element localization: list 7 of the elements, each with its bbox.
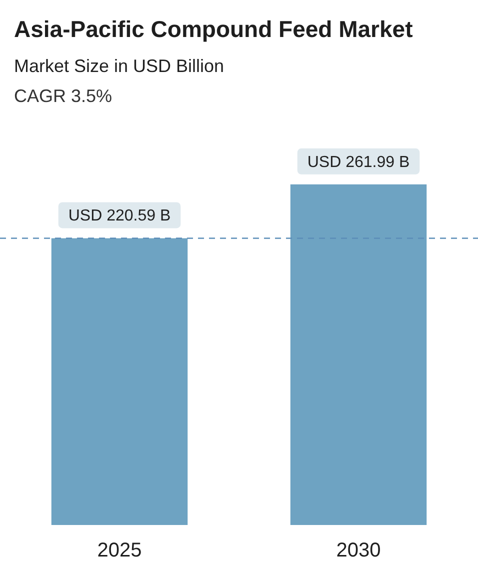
data-label: USD 220.59 B bbox=[68, 208, 171, 225]
x-tick-label: 2025 bbox=[97, 540, 142, 562]
x-tick-label: 2030 bbox=[336, 540, 381, 562]
chart-title: Asia-Pacific Compound Feed Market bbox=[14, 16, 413, 43]
chart-subtitle: Market Size in USD Billion bbox=[14, 56, 224, 77]
data-label: USD 261.99 B bbox=[307, 154, 410, 171]
text: CAGR 3.5% bbox=[14, 86, 112, 107]
